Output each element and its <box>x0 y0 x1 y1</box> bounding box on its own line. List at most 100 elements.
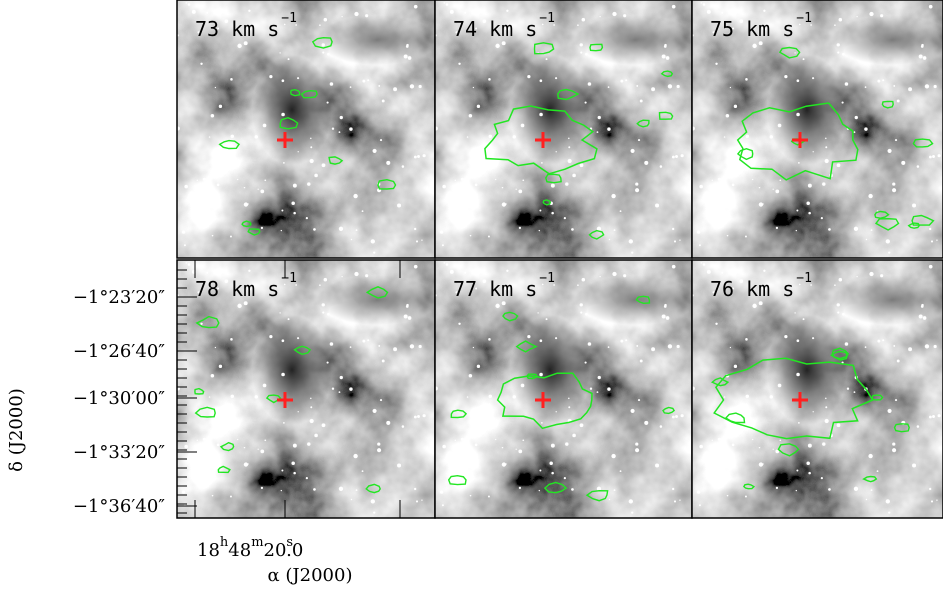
star <box>539 112 543 117</box>
star <box>912 203 917 208</box>
star <box>887 408 892 413</box>
star <box>401 165 405 168</box>
star <box>810 24 812 26</box>
star <box>761 26 767 31</box>
contour <box>195 315 220 329</box>
star <box>837 51 840 54</box>
contour <box>450 409 468 419</box>
star <box>796 79 800 83</box>
star <box>772 448 774 450</box>
star <box>665 56 670 60</box>
star <box>449 9 454 14</box>
star <box>853 131 856 134</box>
star <box>326 361 329 364</box>
star <box>338 226 344 231</box>
contour <box>557 88 580 101</box>
star <box>458 485 460 487</box>
star <box>460 177 464 181</box>
star <box>937 414 941 418</box>
star <box>488 134 493 139</box>
star <box>362 339 366 343</box>
contour <box>484 105 598 175</box>
star <box>262 383 267 388</box>
star <box>379 399 383 402</box>
contour <box>662 406 676 415</box>
star <box>413 415 417 419</box>
star <box>877 339 881 343</box>
star <box>349 346 352 348</box>
star <box>512 395 516 399</box>
star <box>825 137 827 140</box>
star <box>636 345 639 347</box>
star <box>928 155 932 159</box>
star <box>537 312 539 314</box>
contour <box>862 475 878 483</box>
star <box>538 229 540 232</box>
star <box>518 486 522 490</box>
star <box>377 442 381 446</box>
image <box>435 0 692 258</box>
star <box>812 337 815 340</box>
star <box>210 114 215 118</box>
star <box>623 14 627 18</box>
star <box>184 184 188 189</box>
star <box>365 274 369 278</box>
contour <box>293 345 312 356</box>
star <box>933 84 937 89</box>
contour <box>194 387 205 395</box>
star <box>246 26 252 31</box>
star <box>894 399 898 402</box>
star <box>715 322 718 326</box>
star <box>779 179 782 182</box>
panel-label: 76 km s <box>710 277 794 301</box>
star <box>714 213 720 218</box>
star <box>501 41 506 46</box>
star <box>769 135 773 139</box>
star <box>349 387 353 391</box>
star <box>714 473 720 478</box>
contour <box>279 116 299 130</box>
star <box>733 364 738 369</box>
star <box>607 127 611 131</box>
star <box>295 284 297 286</box>
star <box>541 283 544 286</box>
star <box>853 391 856 394</box>
contour <box>265 394 282 404</box>
star <box>476 104 481 109</box>
star <box>920 305 924 308</box>
image <box>692 260 943 518</box>
source-marker <box>792 132 808 148</box>
star <box>504 286 510 291</box>
source-marker <box>535 132 551 148</box>
star <box>715 485 717 487</box>
star <box>254 135 258 139</box>
star <box>869 271 874 277</box>
star <box>441 244 444 247</box>
star <box>309 418 314 424</box>
star <box>214 86 217 89</box>
star <box>248 269 251 272</box>
contour <box>545 173 562 184</box>
star <box>796 469 799 472</box>
channel-panel: 76 km s −1 <box>691 259 943 519</box>
star <box>279 312 281 314</box>
star <box>772 188 774 190</box>
star <box>229 495 232 498</box>
star <box>834 24 836 27</box>
star <box>613 489 616 491</box>
star <box>577 24 579 27</box>
star <box>596 131 599 134</box>
star <box>828 228 831 231</box>
star <box>501 446 504 449</box>
contour <box>300 89 318 99</box>
star <box>229 235 232 238</box>
contour <box>874 217 900 231</box>
star <box>775 189 780 194</box>
star <box>908 87 913 92</box>
star <box>596 226 602 231</box>
contour <box>881 100 894 109</box>
contour <box>660 70 674 78</box>
star <box>752 438 754 441</box>
star <box>281 469 284 472</box>
star <box>464 11 467 14</box>
